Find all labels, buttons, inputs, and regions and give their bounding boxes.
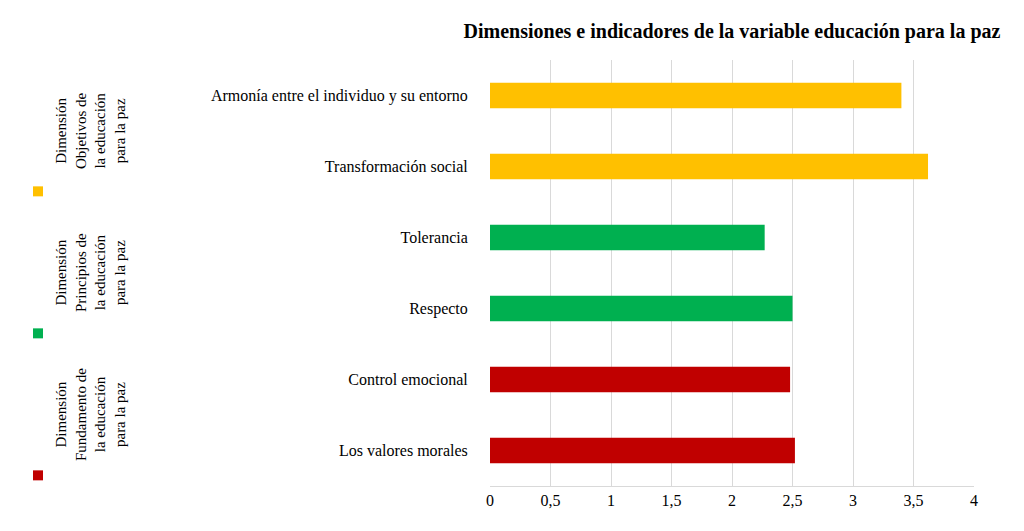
- svg-text:DimensiónObjetivos dela educac: DimensiónObjetivos dela educaciónpara la…: [53, 92, 128, 169]
- svg-text:3,5: 3,5: [904, 492, 924, 509]
- svg-text:Control emocional: Control emocional: [348, 371, 468, 388]
- svg-text:Dimensiones e indicadores de l: Dimensiones e indicadores de la variable…: [464, 20, 1001, 43]
- svg-text:Armonía entre el individuo y s: Armonía entre el individuo y su entorno: [211, 87, 468, 105]
- svg-text:2: 2: [728, 492, 736, 509]
- svg-text:DimensiónFundamento dela educa: DimensiónFundamento dela educaciónpara l…: [53, 368, 128, 461]
- svg-text:0,5: 0,5: [541, 492, 561, 509]
- svg-text:1,5: 1,5: [662, 492, 682, 509]
- svg-text:DimensiónPrincipios dela educa: DimensiónPrincipios dela educaciónpara l…: [53, 233, 128, 312]
- svg-text:Respecto: Respecto: [409, 300, 468, 318]
- svg-text:0: 0: [486, 492, 494, 509]
- svg-text:Los valores morales: Los valores morales: [339, 442, 468, 459]
- svg-text:Tolerancia: Tolerancia: [401, 229, 468, 246]
- svg-text:4: 4: [970, 492, 978, 509]
- svg-text:3: 3: [849, 492, 857, 509]
- svg-text:2,5: 2,5: [783, 492, 803, 509]
- svg-text:1: 1: [607, 492, 615, 509]
- svg-text:Transformación social: Transformación social: [325, 158, 468, 175]
